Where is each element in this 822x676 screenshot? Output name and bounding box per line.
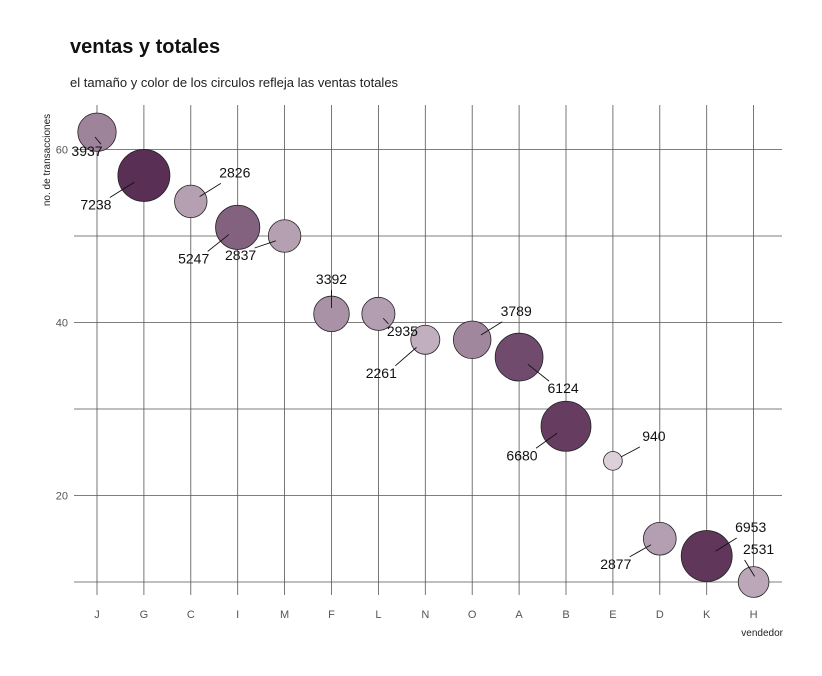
x-tick-label-C: C (187, 609, 195, 621)
label-leader-J (94, 136, 102, 145)
y-tick-label-60: 60 (56, 145, 68, 157)
data-labels: 3937 7238 2826 5247 2837 3392 2935 2261 3789 6124… (71, 136, 774, 577)
data-label-A: 6124 (548, 380, 579, 396)
data-label-L: 2935 (387, 323, 418, 339)
x-tick-label-J: J (94, 609, 100, 621)
x-tick-label-K: K (703, 609, 711, 621)
bubble-E (603, 451, 623, 471)
bubbles (77, 112, 770, 598)
x-tick-label-E: E (609, 609, 616, 621)
x-tick-label-M: M (280, 609, 289, 621)
y-tick-label-40: 40 (56, 318, 68, 330)
bubble-N (410, 324, 441, 355)
x-tick-label-H: H (750, 609, 758, 621)
label-leader-B (535, 432, 558, 449)
label-leader-G (109, 181, 135, 198)
label-leader-C (199, 183, 222, 197)
chart-subtitle: el tamaño y color de los circulos reflej… (70, 75, 399, 90)
bubble-J (77, 112, 117, 152)
data-label-I: 5247 (178, 250, 209, 266)
x-tick-label-I: I (236, 609, 239, 621)
data-label-H: 2531 (743, 541, 774, 557)
data-label-G: 7238 (80, 196, 111, 212)
label-leader-I (207, 234, 230, 252)
label-leader-L (382, 317, 389, 325)
x-tick-label-D: D (656, 609, 664, 621)
x-tick-label-G: G (140, 609, 149, 621)
axis-ticks: J G C I M F L N O A B E D K H 20 40 60 (56, 145, 758, 622)
x-axis-title: vendedor (741, 628, 783, 639)
data-label-D: 2877 (600, 556, 631, 572)
label-leader-E (620, 446, 641, 458)
label-leader-N (395, 347, 417, 367)
label-leader-K (715, 537, 737, 552)
data-label-M: 2837 (225, 247, 256, 263)
x-tick-label-A: A (515, 609, 523, 621)
data-label-O: 3789 (501, 303, 532, 319)
bubble-C (174, 184, 208, 219)
data-label-K: 6953 (735, 519, 766, 535)
chart-title: ventas y totales (70, 36, 221, 58)
label-leader-D (629, 544, 652, 558)
bubble-I (215, 204, 261, 250)
data-label-J: 3937 (71, 143, 102, 159)
label-leader-O (480, 321, 503, 336)
x-tick-label-B: B (562, 609, 569, 621)
bubble-O (452, 320, 492, 360)
data-label-B: 6680 (506, 447, 537, 463)
x-tick-label-F: F (328, 609, 335, 621)
label-leader-A (527, 363, 550, 382)
x-tick-label-O: O (468, 609, 477, 621)
bubble-D (643, 521, 677, 556)
data-label-C: 2826 (219, 164, 250, 180)
data-label-F: 3392 (316, 271, 347, 287)
label-leader-H (744, 559, 755, 577)
bubble-H (737, 566, 770, 598)
grid-lines (74, 105, 782, 595)
bubble-G (117, 149, 171, 202)
data-label-N: 2261 (366, 365, 397, 381)
y-tick-label-20: 20 (56, 491, 68, 503)
bubble-M (267, 219, 302, 253)
x-tick-label-L: L (375, 609, 381, 621)
label-leader-M (254, 240, 276, 249)
y-axis-title: no. de transacciones (42, 114, 53, 206)
x-tick-label-N: N (421, 609, 429, 621)
bubble-A (494, 332, 544, 382)
bubble-K (680, 530, 733, 582)
data-label-E: 940 (642, 428, 666, 444)
bubble-B (540, 400, 592, 452)
